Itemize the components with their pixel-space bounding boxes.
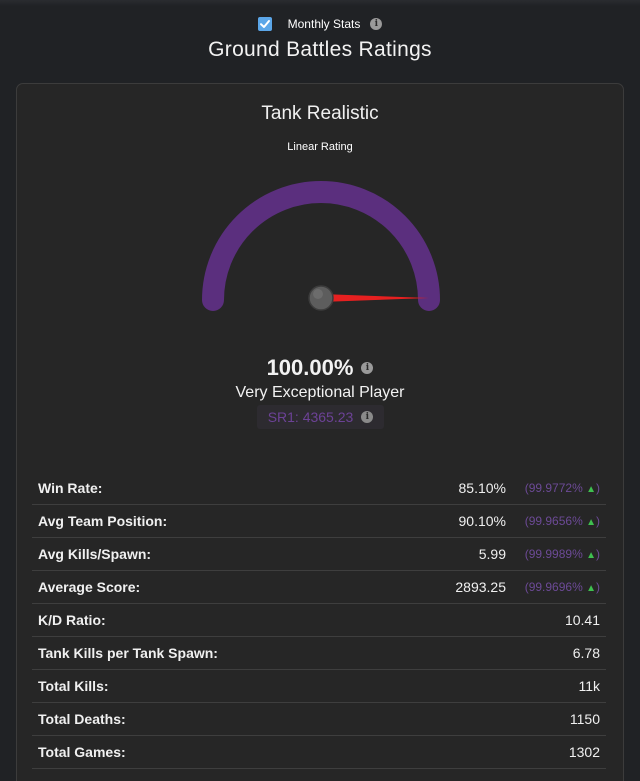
stat-percentile-close: ) [596,481,600,495]
stat-percentile-value: (99.9989% [524,547,587,561]
page-title: Ground Battles Ratings [208,38,432,61]
stat-value: 2893.25 [455,579,506,595]
stat-value: 90.10% [458,513,506,529]
linear-rating-gauge [202,181,440,311]
stat-label: Avg Kills/Spawn: [38,546,152,562]
sr-badge: SR1: 4365.23 i [257,405,384,429]
up-arrow-icon: ▲ [586,517,596,528]
stat-percentile-value: (99.9656% [524,514,587,528]
monthly-stats-label[interactable]: Monthly Stats [287,17,361,31]
stat-label: Total Deaths: [38,711,126,727]
gauge-needle [321,294,429,302]
gauge-pivot-highlight [313,289,323,299]
stat-percentile-close: ) [596,580,600,594]
stat-percentile: (99.9656% ▲) [514,514,600,528]
up-arrow-icon: ▲ [586,583,596,594]
stat-percentile: (99.9772% ▲) [514,481,600,495]
sr-value: SR1: 4365.23 [267,409,354,425]
stat-value: 6.78 [572,645,600,661]
rating-card: Tank Realistic Linear Rating 100.00% i V… [16,83,624,781]
stat-percentile-close: ) [596,547,600,561]
percentile-row: 100.00% i [17,355,623,381]
percentile-value: 100.00% [266,355,354,380]
gauge-arc [202,181,440,311]
stat-percentile-value: (99.9772% [524,481,587,495]
percentile-info-icon[interactable]: i [361,362,374,374]
stat-row: Total Games: 1302 [32,736,606,769]
stat-row: Total Deaths: 1150 [32,703,606,736]
stat-value: 1302 [568,744,600,760]
stat-row: Tank Kills per Tank Spawn: 6.78 [32,637,606,670]
stat-row: Average Score: 2893.25 (99.9696% ▲) [32,571,606,604]
stat-percentile: (99.9696% ▲) [514,580,600,594]
monthly-stats-info-icon[interactable]: i [370,18,383,30]
stat-row: K/D Ratio: 10.41 [32,604,606,637]
stat-label: Average Score: [38,579,141,595]
stat-value: 10.41 [564,612,600,628]
stat-label: Total Games: [38,744,126,760]
stat-value: 85.10% [458,480,506,496]
stat-value: 11k [578,678,600,694]
sr-info-icon[interactable]: i [361,411,374,423]
stat-percentile: (99.9989% ▲) [514,547,600,561]
stat-value: 5.99 [478,546,506,562]
stat-row: Total Kills: 11k [32,670,606,703]
stat-row: Avg Team Position: 90.10% (99.9656% ▲) [32,505,606,538]
stat-percentile-close: ) [596,514,600,528]
stat-label: Tank Kills per Tank Spawn: [38,645,218,661]
stat-percentile-value: (99.9696% [524,580,587,594]
monthly-stats-checkbox[interactable] [257,17,272,31]
check-icon [259,20,270,28]
stat-label: Avg Team Position: [38,513,168,529]
gauge-label: Linear Rating [287,141,353,153]
stat-label: K/D Ratio: [38,612,106,628]
stat-label: Total Kills: [38,678,109,694]
stat-row: Win Rate: 85.10% (99.9772% ▲) [32,472,606,505]
stat-label: Win Rate: [38,480,103,496]
stats-table: Win Rate: 85.10% (99.9772% ▲) Avg Team Posi… [32,472,606,769]
up-arrow-icon: ▲ [586,550,596,561]
top-border [0,0,640,6]
up-arrow-icon: ▲ [586,484,596,495]
monthly-stats-toggle-row: Monthly Stats i [0,17,640,31]
card-title: Tank Realistic [261,103,379,124]
rank-label: Very Exceptional Player [235,384,405,401]
stat-value: 1150 [569,711,600,727]
stat-row: Avg Kills/Spawn: 5.99 (99.9989% ▲) [32,538,606,571]
